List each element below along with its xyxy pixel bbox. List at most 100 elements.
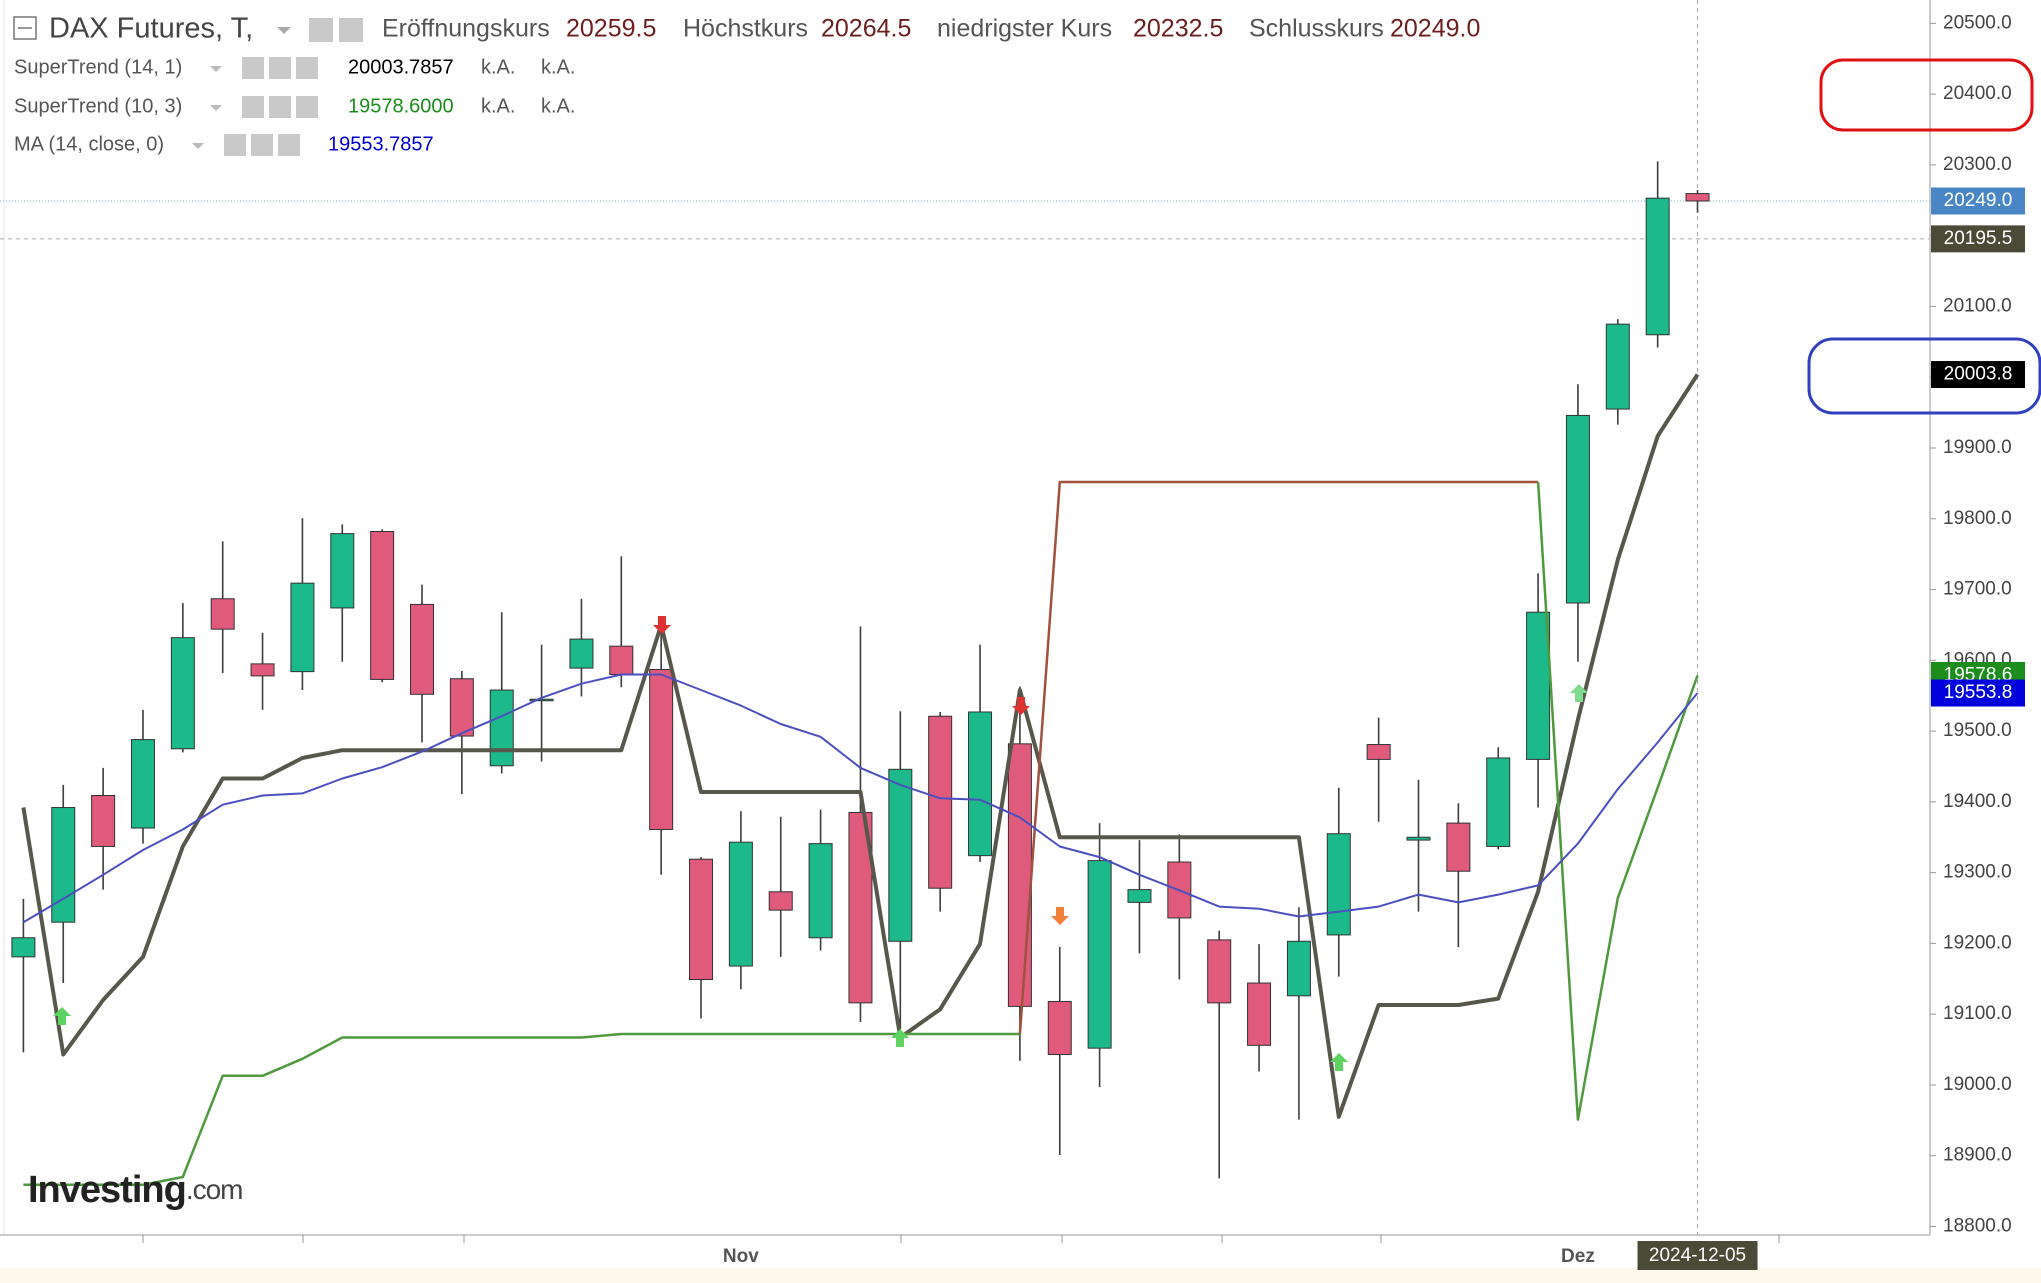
sell-arrow: [1012, 697, 1030, 715]
visibility-icon[interactable]: [242, 57, 264, 79]
candle-body: [1207, 939, 1232, 1004]
legend-name: SuperTrend (14, 1): [14, 56, 182, 78]
visibility-icon[interactable]: [224, 134, 246, 156]
y-tick-label: 19800.0: [1943, 508, 2012, 529]
y-tick-label: 20300.0: [1943, 154, 2012, 175]
remove-icon[interactable]: [278, 134, 300, 156]
sell-arrow: [1051, 907, 1069, 925]
y-tick-label: 19700.0: [1943, 579, 2012, 600]
candle-body: [728, 841, 753, 967]
legend-extra: k.A.: [541, 56, 575, 78]
candle-body: [1526, 611, 1551, 760]
candle-body: [928, 715, 953, 889]
dropdown-caret[interactable]: [277, 27, 291, 34]
price-label-box: [1931, 187, 2025, 215]
legend-name: MA (14, close, 0): [14, 133, 164, 155]
dropdown-caret[interactable]: [210, 66, 222, 72]
settings-icon[interactable]: [251, 134, 273, 156]
chart-title: DAX Futures, T,: [49, 13, 253, 45]
dropdown-caret[interactable]: [192, 143, 204, 149]
candle-body: [888, 768, 913, 942]
y-tick-label: 18800.0: [1943, 1216, 2012, 1237]
candle-body: [808, 843, 833, 939]
settings-icon[interactable]: [269, 57, 291, 79]
watermark-brand: Investing: [28, 1169, 186, 1211]
header-field-value: 20249.0: [1390, 15, 1480, 43]
dropdown-caret[interactable]: [210, 105, 222, 111]
indicator-line: [22, 673, 1699, 924]
price-label-box: [1931, 225, 2025, 253]
legend-name: SuperTrend (10, 3): [14, 95, 182, 117]
highlight-ellipse: [1819, 58, 2034, 132]
highlight-ellipse: [1807, 337, 2041, 415]
y-tick-label: 19100.0: [1943, 1003, 2012, 1024]
price-label-box: [1931, 679, 2025, 707]
candle-body: [1087, 860, 1112, 1049]
footer-strip: [0, 1268, 2041, 1283]
y-tick-label: 18900.0: [1943, 1145, 2012, 1166]
y-tick-label: 20100.0: [1943, 295, 2012, 316]
candle-body: [250, 663, 275, 677]
candle-body: [410, 603, 434, 695]
y-tick-label: 19500.0: [1943, 720, 2012, 741]
watermark-suffix: .com: [186, 1174, 243, 1205]
header-field-name: Eröffnungskurs: [382, 15, 550, 43]
candle-body: [91, 794, 116, 847]
settings-icon[interactable]: [339, 18, 363, 42]
candle-body: [768, 891, 793, 911]
price-label: 20249.0: [1944, 190, 2013, 211]
candle-body: [489, 689, 514, 767]
candle-body: [1326, 833, 1351, 936]
sell-arrow: [653, 616, 671, 634]
remove-icon[interactable]: [296, 96, 318, 118]
price-label: 19553.8: [1944, 682, 2013, 703]
candle-body: [1047, 1000, 1072, 1056]
x-axis-ticks: [142, 1235, 1780, 1243]
y-tick-label: 19300.0: [1943, 862, 2012, 883]
x-tick-label: Nov: [723, 1246, 759, 1267]
buy-arrow: [1570, 684, 1588, 702]
candle-body: [130, 739, 155, 829]
buy-arrow: [53, 1007, 71, 1025]
indicator-line: [1536, 481, 1699, 1121]
candle-body: [11, 937, 36, 958]
candle-body: [1286, 940, 1311, 997]
header-field-value: 20264.5: [821, 15, 911, 43]
x-tick-label: Dez: [1561, 1246, 1595, 1267]
candle-body: [1446, 822, 1471, 872]
candle-body: [848, 811, 873, 1004]
indicator-line: [21, 373, 1700, 1119]
indicator-line: [23, 1032, 1020, 1187]
y-tick-label: 19400.0: [1943, 791, 2012, 812]
legend-extra: k.A.: [541, 95, 575, 117]
candle-body: [51, 807, 76, 923]
candle-body: [1685, 193, 1710, 202]
candle-body: [1605, 323, 1630, 410]
remove-icon[interactable]: [296, 57, 318, 79]
candle-body: [1565, 414, 1590, 604]
header-field-name: niedrigster Kurs: [937, 15, 1112, 43]
candle-body: [330, 533, 355, 609]
price-label: 20195.5: [1944, 228, 2013, 249]
buy-arrow: [1330, 1053, 1348, 1071]
price-label-box: [1931, 361, 2025, 389]
candle-body: [529, 698, 554, 702]
candle-body: [1645, 197, 1670, 336]
plot-area: [0, 0, 1930, 1235]
header-field-name: Schlusskurs: [1249, 15, 1384, 43]
y-tick-label: 19000.0: [1943, 1074, 2012, 1095]
candle-body: [290, 582, 315, 673]
candle-body: [1486, 757, 1511, 847]
settings-icon[interactable]: [269, 96, 291, 118]
collapse-icon[interactable]: [13, 16, 37, 40]
legend-extra: k.A.: [481, 95, 515, 117]
candle-body: [689, 858, 714, 981]
candle-body: [649, 669, 674, 830]
header-field-value: 20259.5: [566, 15, 656, 43]
header-field-value: 20232.5: [1133, 15, 1223, 43]
visibility-icon[interactable]: [309, 18, 333, 42]
visibility-icon[interactable]: [242, 96, 264, 118]
candle-body: [1127, 889, 1152, 903]
legend-extra: k.A.: [481, 56, 515, 78]
